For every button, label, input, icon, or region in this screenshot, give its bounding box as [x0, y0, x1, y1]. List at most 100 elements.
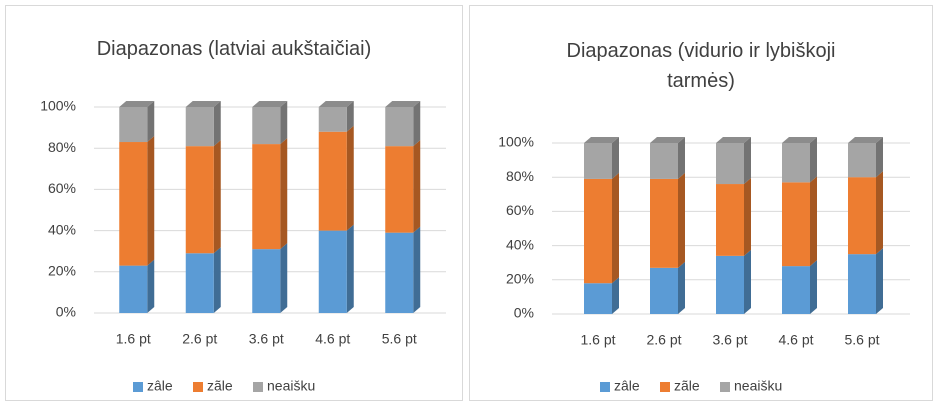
- y-tick-label: 80%: [506, 168, 534, 184]
- bar: [385, 107, 414, 147]
- bar-top: [119, 101, 155, 107]
- bar: [650, 143, 678, 179]
- bar-side: [346, 101, 354, 132]
- x-tick-label: 5.6 pt: [382, 331, 417, 347]
- bar-side: [280, 243, 288, 313]
- bar-side: [744, 249, 751, 314]
- bar: [318, 131, 347, 231]
- bar-top: [584, 137, 619, 143]
- bar-top: [650, 137, 685, 143]
- bar-top: [185, 101, 221, 107]
- y-tick-label: 40%: [48, 221, 76, 237]
- bar-side: [612, 172, 619, 284]
- chart-panel: Diapazonas (vidurio ir lybiškoji tarmės)…: [469, 5, 933, 401]
- chart-panel: Diapazonas (latviai aukštaičiai) 0% 20% 40%…: [5, 5, 463, 401]
- x-tick-label: 3.6 pt: [712, 332, 747, 348]
- legend-swatch: [720, 382, 730, 392]
- x-tick-label: 2.6 pt: [182, 331, 217, 347]
- bar: [119, 142, 148, 266]
- bar: [119, 265, 148, 313]
- x-tick-label: 1.6 pt: [116, 331, 151, 347]
- bar-side: [678, 172, 685, 268]
- y-tick-label: 80%: [48, 139, 76, 155]
- bar: [584, 143, 612, 179]
- bar-side: [213, 140, 221, 254]
- chart-title: Diapazonas (vidurio ir lybiškoji tarmės): [566, 40, 836, 92]
- bar: [716, 184, 744, 256]
- legend-label: neaišku: [267, 378, 315, 394]
- bar-side: [876, 248, 883, 314]
- bar-side: [213, 247, 221, 313]
- bar: [185, 107, 214, 147]
- bar: [848, 177, 876, 255]
- bar-side: [810, 176, 817, 267]
- x-tick-label: 3.6 pt: [249, 331, 284, 347]
- bar: [716, 143, 744, 185]
- bar-top: [318, 101, 354, 107]
- bar-side: [147, 259, 155, 313]
- y-tick-label: 60%: [48, 180, 76, 196]
- bar: [252, 107, 281, 145]
- bar-top: [848, 137, 883, 143]
- bar: [318, 230, 347, 313]
- bar-side: [213, 101, 221, 147]
- bar-side: [810, 260, 817, 314]
- bar: [385, 146, 414, 233]
- bar: [848, 143, 876, 178]
- bar: [650, 178, 678, 268]
- bar-side: [413, 101, 421, 147]
- y-tick-label: 100%: [40, 98, 76, 114]
- legend-swatch: [600, 382, 610, 392]
- bar-side: [413, 226, 421, 313]
- legend-label: zâle: [614, 378, 640, 394]
- bar: [252, 144, 281, 250]
- y-tick-label: 60%: [506, 202, 534, 218]
- bar-side: [280, 101, 288, 145]
- bar: [650, 267, 678, 314]
- x-tick-label: 1.6 pt: [580, 332, 615, 348]
- x-tick-label: 5.6 pt: [844, 332, 879, 348]
- bar-side: [612, 137, 619, 179]
- bar: [782, 266, 810, 314]
- bar-top: [716, 137, 751, 143]
- bar-side: [413, 140, 421, 233]
- chart: 0% 20% 40% 60% 80% 100% 1.6 pt 2.6 pt 3.6 pt 4.6 …: [40, 98, 446, 394]
- bar-top: [782, 137, 817, 143]
- bar: [584, 178, 612, 284]
- bar-side: [876, 137, 883, 178]
- bar: [119, 107, 148, 143]
- legend-swatch: [133, 382, 143, 392]
- bar: [782, 143, 810, 183]
- bar-side: [744, 178, 751, 256]
- bar-side: [612, 277, 619, 314]
- bar-side: [876, 171, 883, 255]
- bar: [318, 107, 347, 132]
- bar-top: [252, 101, 288, 107]
- y-tick-label: 0%: [514, 305, 534, 321]
- legend-label: neaišku: [734, 378, 782, 394]
- bar: [185, 253, 214, 313]
- legend-swatch: [660, 382, 670, 392]
- bar-side: [147, 136, 155, 266]
- x-tick-label: 2.6 pt: [646, 332, 681, 348]
- y-tick-label: 100%: [498, 134, 534, 150]
- bar: [848, 254, 876, 314]
- legend-swatch: [193, 382, 203, 392]
- legend-swatch: [253, 382, 263, 392]
- bar: [716, 255, 744, 314]
- x-tick-label: 4.6 pt: [315, 331, 350, 347]
- chart: 0% 20% 40% 60% 80% 100% 1.6 pt 2.6 pt 3.6 pt 4.6 …: [498, 134, 910, 394]
- chart-title: Diapazonas (latviai aukštaičiai): [96, 38, 372, 60]
- legend-label: zâle: [147, 378, 173, 394]
- bar: [185, 146, 214, 254]
- bar-side: [678, 137, 685, 179]
- legend-label: zãle: [674, 378, 700, 394]
- bar: [584, 283, 612, 314]
- bar-side: [346, 125, 354, 231]
- y-tick-label: 20%: [48, 263, 76, 279]
- bar: [385, 232, 414, 313]
- y-tick-label: 20%: [506, 271, 534, 287]
- bar: [782, 182, 810, 267]
- bar-side: [147, 101, 155, 143]
